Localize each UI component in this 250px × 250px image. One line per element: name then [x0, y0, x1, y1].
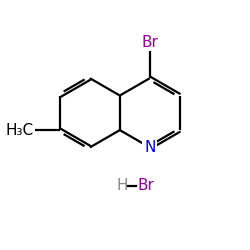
- Text: Br: Br: [141, 34, 158, 50]
- Text: H: H: [117, 178, 128, 194]
- Text: H₃C: H₃C: [6, 122, 34, 138]
- Text: Br: Br: [138, 178, 154, 194]
- Text: N: N: [144, 140, 156, 155]
